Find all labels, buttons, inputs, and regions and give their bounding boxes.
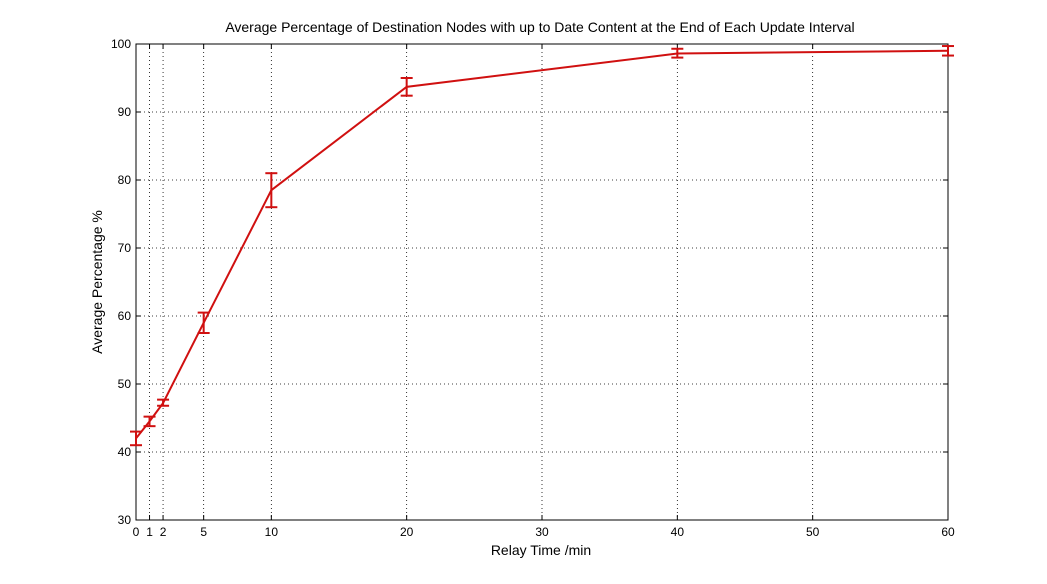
y-tick-label: 50	[118, 377, 132, 391]
error-bar	[130, 430, 142, 447]
y-axis-title: Average Percentage %	[89, 210, 105, 354]
x-axis: 0 1 2 5 10 20 30 40 50 60	[133, 44, 955, 539]
error-bar	[942, 45, 954, 57]
x-tick-label: 30	[535, 525, 549, 539]
error-bar	[671, 47, 684, 59]
series	[130, 45, 954, 447]
x-tick-label: 60	[941, 525, 955, 539]
error-bar	[197, 311, 210, 334]
error-bar	[265, 172, 278, 209]
y-tick-label: 70	[118, 241, 132, 255]
x-tick-label: 40	[671, 525, 685, 539]
y-tick-label: 80	[118, 173, 132, 187]
x-tick-label: 2	[160, 525, 167, 539]
x-tick-label: 5	[200, 525, 207, 539]
error-bar	[400, 77, 413, 97]
series-line	[135, 49, 949, 440]
y-tick-label: 30	[118, 513, 132, 527]
chart-title: Average Percentage of Destination Nodes …	[225, 19, 854, 35]
x-tick-label: 50	[806, 525, 820, 539]
y-tick-label: 90	[118, 105, 132, 119]
error-bar	[157, 398, 170, 407]
x-tick-label: 1	[146, 525, 153, 539]
x-tick-label: 10	[265, 525, 279, 539]
x-axis-title: Relay Time /min	[491, 542, 591, 558]
x-tick-label: 20	[400, 525, 414, 539]
y-tick-label: 60	[118, 309, 132, 323]
x-tick-label: 0	[133, 525, 140, 539]
error-bar	[143, 415, 156, 428]
grid	[136, 44, 948, 520]
y-tick-label: 40	[118, 445, 132, 459]
y-axis: 30 40 50 60 70 80 90 100	[111, 37, 948, 527]
y-tick-label: 100	[111, 37, 131, 51]
